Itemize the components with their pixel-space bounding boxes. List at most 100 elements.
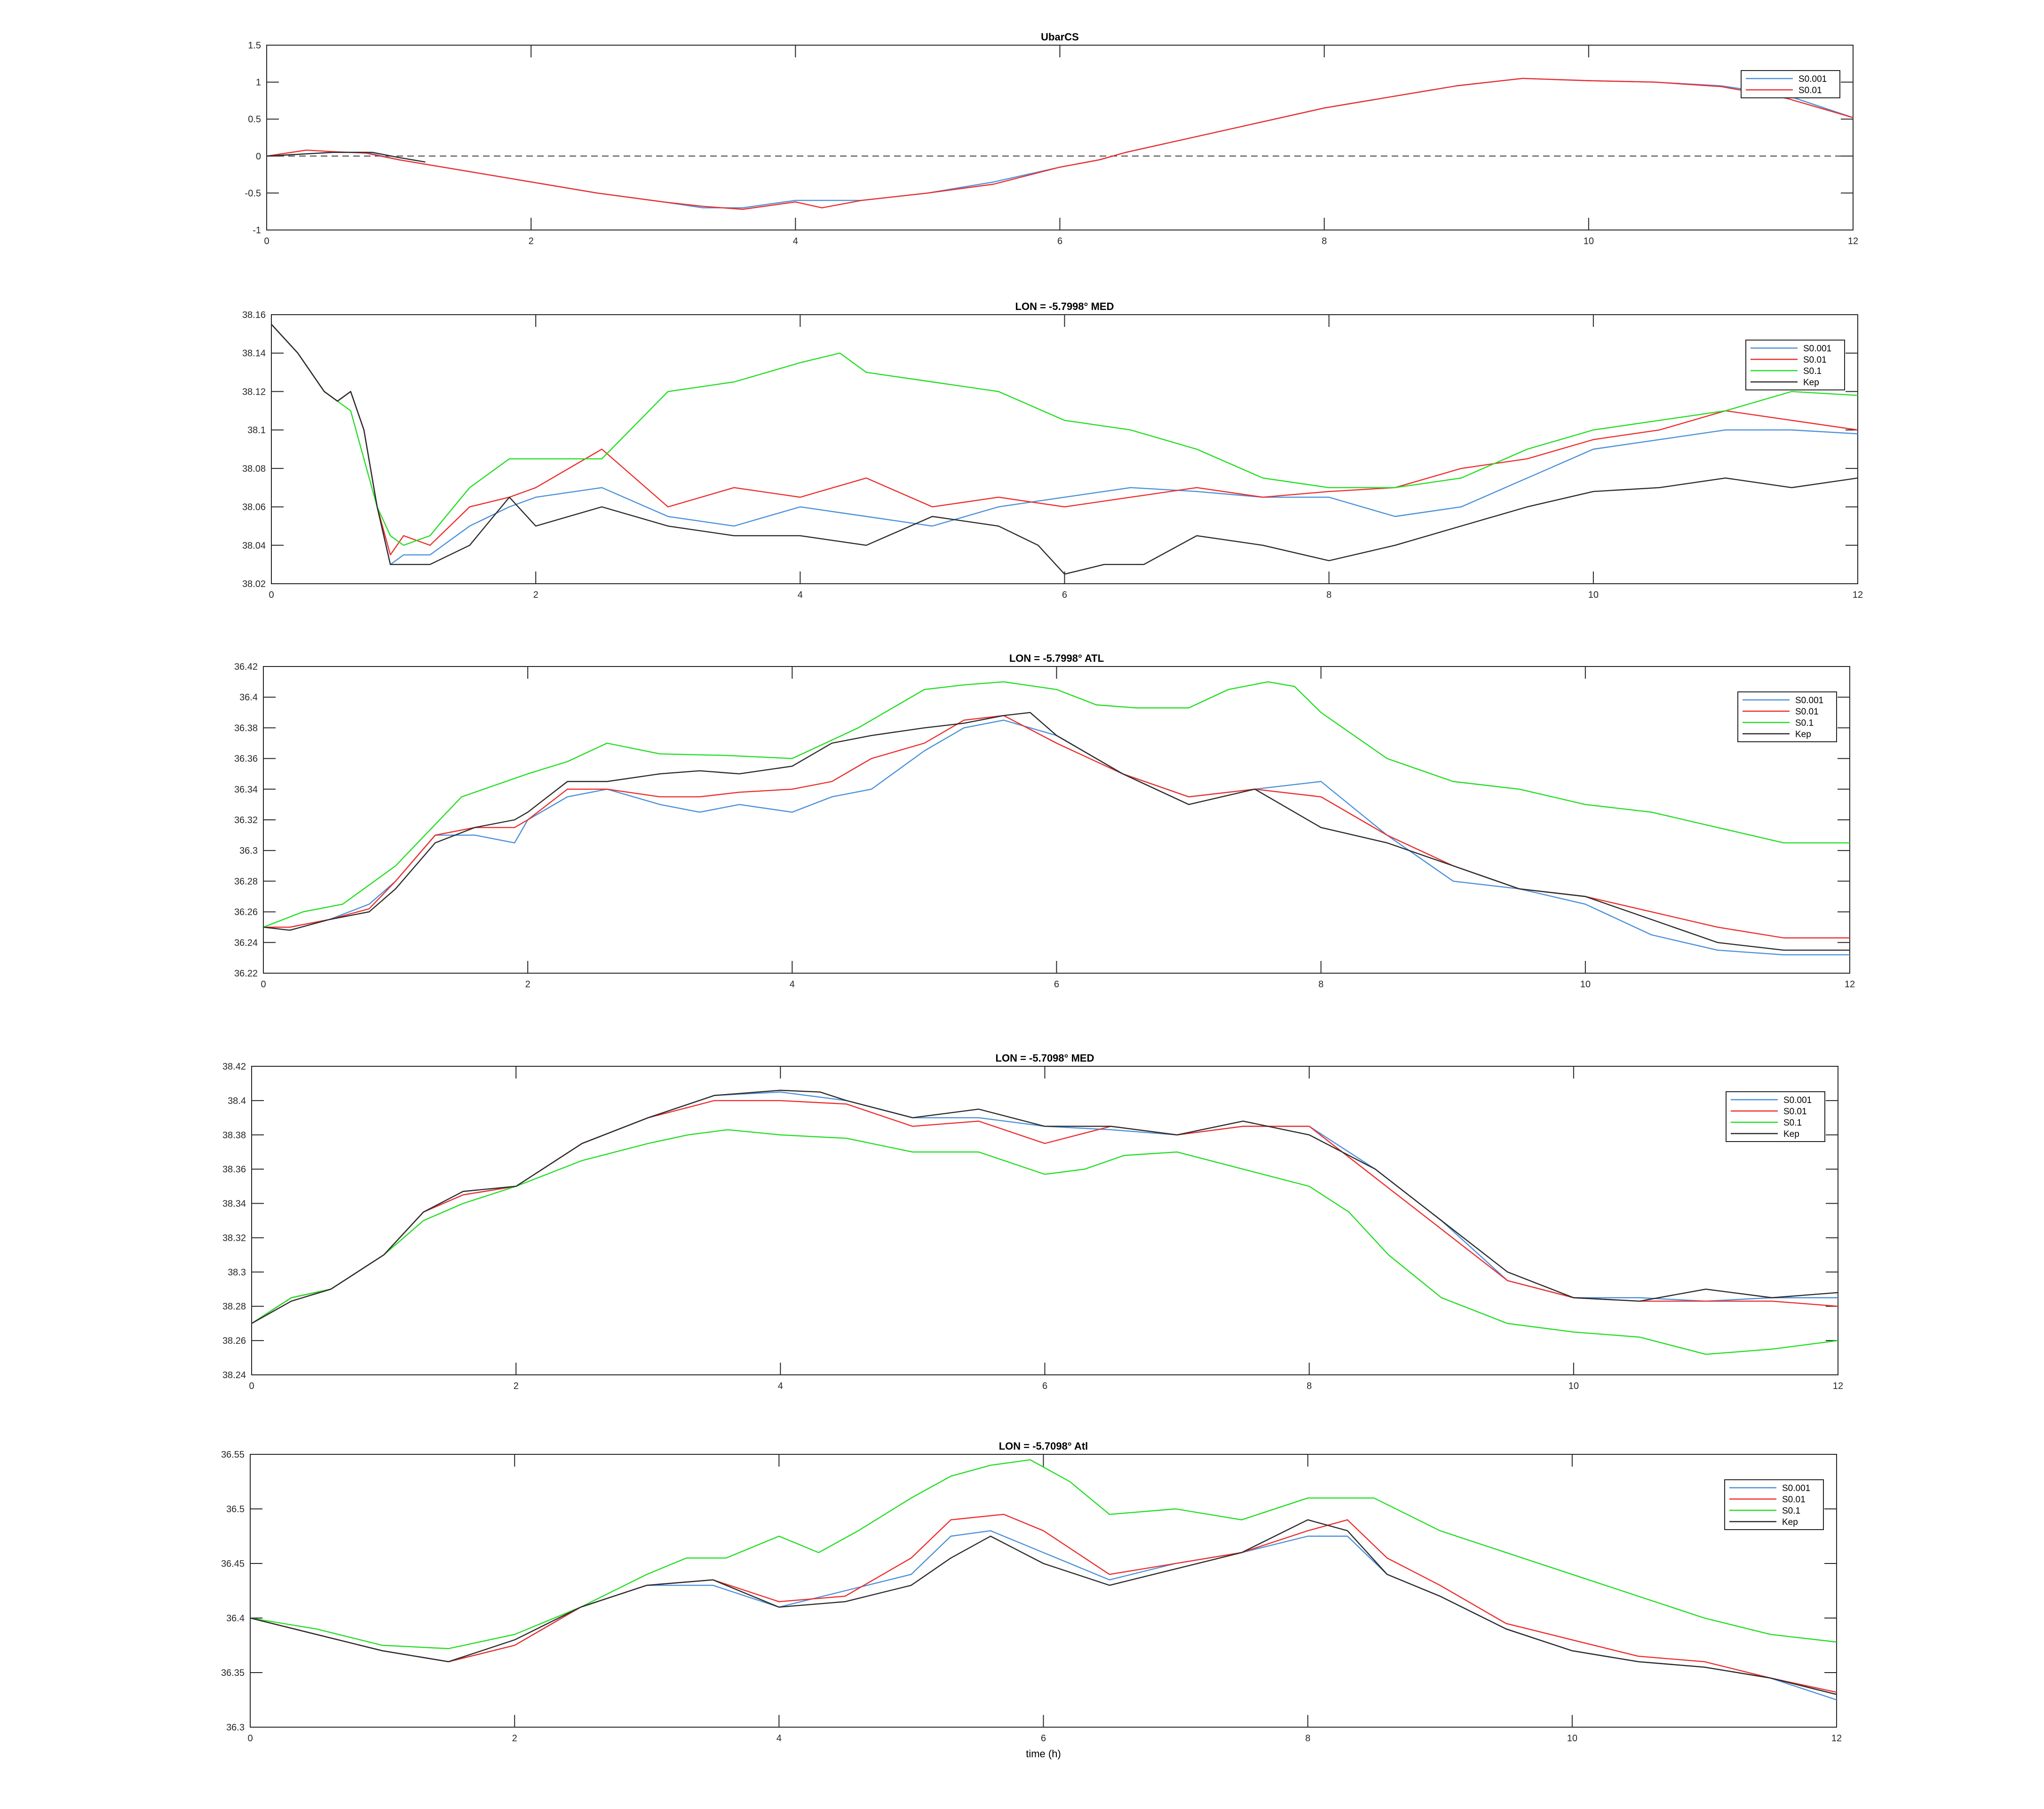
y-tick-label: 36.3	[226, 1722, 245, 1733]
legend-label: S0.001	[1782, 1484, 1810, 1493]
x-tick-label: 4	[793, 236, 798, 246]
legend-label: S0.001	[1783, 1095, 1812, 1105]
series-line-s0-01	[250, 1514, 1837, 1693]
y-tick-label: 0.5	[248, 114, 261, 125]
legend: S0.001 S0.01	[1741, 70, 1840, 98]
chart-title: LON = -5.7098° MED	[996, 1052, 1094, 1064]
y-tick-label: 36.24	[234, 938, 258, 948]
x-tick-label: 12	[1848, 236, 1858, 246]
y-tick-label: 36.26	[234, 907, 258, 918]
x-tick-label: 8	[1318, 979, 1323, 990]
x-tick-label: 6	[1041, 1733, 1046, 1744]
y-tick-label: 36.35	[221, 1668, 245, 1678]
x-tick-label: 8	[1307, 1381, 1312, 1391]
x-tick-label: 0	[247, 1733, 253, 1744]
y-tick-label: 36.28	[234, 876, 258, 887]
y-tick-label: 36.32	[234, 815, 258, 825]
legend-label: Kep	[1795, 730, 1811, 739]
legend-label: S0.001	[1795, 696, 1823, 706]
y-tick-label: 38.02	[242, 579, 266, 589]
x-tick-label: 0	[261, 979, 266, 990]
legend-label: Kep	[1782, 1517, 1798, 1527]
x-tick-label: 2	[533, 590, 539, 600]
x-tick-label: 10	[1567, 1733, 1577, 1744]
legend-label: S0.01	[1782, 1495, 1806, 1505]
x-tick-label: 0	[249, 1381, 254, 1391]
series-line-s0-01	[251, 1100, 1838, 1324]
y-tick-label: 1	[256, 78, 261, 88]
series-line-s0-01	[266, 78, 1854, 210]
legend-label: S0.1	[1803, 366, 1822, 376]
legend-label: S0.1	[1783, 1118, 1802, 1128]
legend-label: S0.01	[1798, 86, 1822, 95]
x-tick-label: 4	[798, 590, 803, 600]
x-tick-label: 10	[1569, 1381, 1579, 1391]
x-tick-label: 12	[1853, 590, 1863, 600]
legend-label: S0.01	[1803, 355, 1827, 365]
y-tick-label: 38.24	[222, 1370, 246, 1381]
x-tick-label: 12	[1831, 1733, 1842, 1744]
series-line-s0-1	[263, 681, 1850, 928]
y-tick-label: 38.14	[242, 349, 266, 359]
series-line-s0-001	[263, 719, 1850, 956]
y-tick-label: 38.16	[242, 310, 266, 320]
x-tick-label: 2	[529, 236, 534, 246]
legend-label: S0.1	[1782, 1506, 1800, 1516]
legend-label: S0.1	[1795, 718, 1814, 728]
y-tick-label: 38.32	[222, 1233, 246, 1243]
x-tick-label: 4	[776, 1733, 782, 1744]
y-tick-label: 36.5	[226, 1504, 245, 1515]
y-tick-label: 36.3	[239, 846, 258, 856]
series-line-s0-1	[251, 1129, 1838, 1355]
y-tick-label: 38.28	[222, 1301, 246, 1312]
y-tick-label: 38.42	[222, 1062, 246, 1072]
series-line-s0-1	[250, 1459, 1837, 1650]
y-tick-label: 36.22	[234, 968, 258, 979]
x-tick-label: 8	[1322, 236, 1327, 246]
x-tick-label: 8	[1305, 1733, 1310, 1744]
y-tick-label: 38.36	[222, 1165, 246, 1175]
legend-label: S0.001	[1803, 344, 1831, 354]
x-tick-label: 10	[1580, 979, 1591, 990]
y-tick-label: 38.04	[242, 540, 266, 551]
x-tick-label: 0	[264, 236, 269, 246]
x-tick-label: 2	[525, 979, 531, 990]
x-axis-label: time (h)	[1026, 1748, 1061, 1760]
y-tick-label: 36.4	[239, 692, 258, 703]
legend-box	[1741, 70, 1840, 98]
chart-title: LON = -5.7998° MED	[1015, 301, 1114, 312]
x-tick-label: 10	[1588, 590, 1599, 600]
subplot-3: LON = -5.7998° ATL 0 2 4 6 8 10 12 36.22 36.24 36.…	[234, 652, 1855, 990]
y-tick-label: -1	[253, 225, 261, 236]
series-line-s0-1	[271, 324, 1858, 546]
legend-label: Kep	[1783, 1129, 1799, 1139]
y-tick-label: 36.36	[234, 754, 258, 764]
x-tick-label: 12	[1833, 1381, 1843, 1391]
y-tick-label: 38.08	[242, 464, 266, 474]
y-tick-label: 36.45	[221, 1559, 245, 1569]
chart-title: LON = -5.7998° ATL	[1009, 652, 1104, 664]
series-line-kep	[263, 712, 1850, 951]
chart-title: LON = -5.7098° Atl	[999, 1440, 1088, 1452]
y-tick-label: 38.34	[222, 1199, 246, 1209]
y-tick-label: 38.1	[247, 425, 266, 436]
y-tick-label: 38.06	[242, 502, 266, 513]
x-tick-label: 8	[1326, 590, 1331, 600]
y-tick-label: 38.26	[222, 1336, 246, 1346]
y-tick-label: 36.34	[234, 785, 258, 795]
y-tick-label: 36.42	[234, 662, 258, 672]
series-line-kep	[251, 1089, 1838, 1324]
x-tick-label: 12	[1845, 979, 1855, 990]
legend-label: S0.01	[1783, 1107, 1807, 1117]
subplot-5: LON = -5.7098° Atl 0 2 4 6 8 10 12 36.3 36.35 36.4…	[221, 1440, 1842, 1760]
y-tick-label: 1.5	[248, 40, 261, 51]
legend-label: S0.001	[1798, 74, 1827, 84]
series-line-unnamed	[266, 151, 426, 163]
subplot-4: LON = -5.7098° MED 0 2 4 6 8 10 12 38.24 38.26 38.…	[222, 1052, 1843, 1391]
legend-label: Kep	[1803, 378, 1819, 388]
